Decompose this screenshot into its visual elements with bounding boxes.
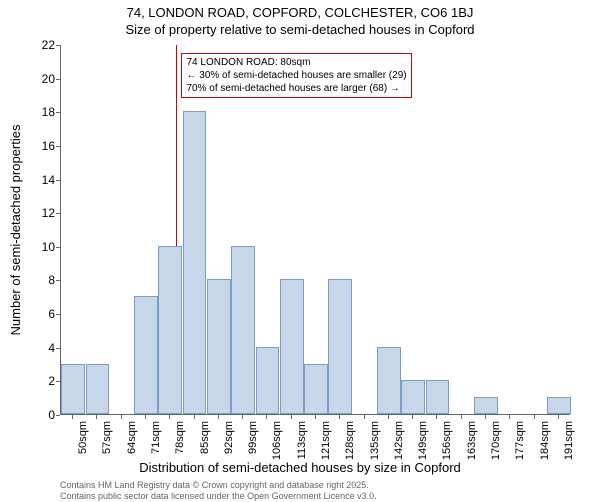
xtick-mark xyxy=(315,415,316,419)
xtick-mark xyxy=(96,415,97,419)
ytick-label: 0 xyxy=(30,408,55,422)
ytick-label: 16 xyxy=(30,139,55,153)
xtick-label: 142sqm xyxy=(393,421,405,460)
annotation-line-2: 70% of semi-detached houses are larger (… xyxy=(186,82,406,95)
ytick-mark xyxy=(56,79,60,80)
annotation-line-1: ← 30% of semi-detached houses are smalle… xyxy=(186,69,406,82)
xtick-label: 92sqm xyxy=(223,421,235,454)
ytick-mark xyxy=(56,280,60,281)
xtick-mark xyxy=(194,415,195,419)
xtick-mark xyxy=(412,415,413,419)
ytick-label: 8 xyxy=(30,273,55,287)
ytick-mark xyxy=(56,146,60,147)
xtick-mark xyxy=(72,415,73,419)
chart-title-main: 74, LONDON ROAD, COPFORD, COLCHESTER, CO… xyxy=(0,5,600,20)
xtick-label: 78sqm xyxy=(174,421,186,454)
xtick-label: 184sqm xyxy=(539,421,551,460)
xtick-label: 71sqm xyxy=(150,421,162,454)
histogram-bar xyxy=(328,279,352,414)
ytick-label: 18 xyxy=(30,105,55,119)
x-axis-label: Distribution of semi-detached houses by … xyxy=(0,460,600,475)
ytick-label: 22 xyxy=(30,38,55,52)
xtick-mark xyxy=(121,415,122,419)
histogram-bar xyxy=(158,246,182,414)
ytick-mark xyxy=(56,348,60,349)
xtick-label: 106sqm xyxy=(271,421,283,460)
xtick-label: 135sqm xyxy=(369,421,381,460)
xtick-label: 170sqm xyxy=(490,421,502,460)
histogram-bar xyxy=(426,380,450,414)
y-axis-label: Number of semi-detached properties xyxy=(8,125,23,336)
histogram-bar xyxy=(377,347,401,414)
xtick-label: 163sqm xyxy=(466,421,478,460)
ytick-label: 12 xyxy=(30,206,55,220)
xtick-mark xyxy=(534,415,535,419)
xtick-mark xyxy=(436,415,437,419)
ytick-mark xyxy=(56,247,60,248)
ytick-mark xyxy=(56,415,60,416)
xtick-mark xyxy=(145,415,146,419)
xtick-mark xyxy=(364,415,365,419)
ytick-label: 2 xyxy=(30,374,55,388)
xtick-label: 177sqm xyxy=(514,421,526,460)
xtick-mark xyxy=(169,415,170,419)
xtick-label: 50sqm xyxy=(77,421,89,454)
annotation-line-0: 74 LONDON ROAD: 80sqm xyxy=(186,56,406,69)
histogram-bar xyxy=(61,364,85,414)
xtick-mark xyxy=(558,415,559,419)
xtick-mark xyxy=(461,415,462,419)
histogram-bar xyxy=(256,347,280,414)
xtick-label: 156sqm xyxy=(441,421,453,460)
xtick-mark xyxy=(218,415,219,419)
histogram-bar xyxy=(134,296,158,414)
ytick-label: 10 xyxy=(30,240,55,254)
xtick-label: 128sqm xyxy=(344,421,356,460)
ytick-mark xyxy=(56,314,60,315)
xtick-mark xyxy=(339,415,340,419)
xtick-label: 149sqm xyxy=(417,421,429,460)
xtick-label: 85sqm xyxy=(199,421,211,454)
ytick-label: 4 xyxy=(30,341,55,355)
xtick-mark xyxy=(291,415,292,419)
ytick-mark xyxy=(56,213,60,214)
histogram-bar xyxy=(231,246,255,414)
xtick-label: 121sqm xyxy=(320,421,332,460)
ytick-mark xyxy=(56,381,60,382)
xtick-mark xyxy=(266,415,267,419)
histogram-bar xyxy=(547,397,571,414)
attribution-line-1: Contains HM Land Registry data © Crown c… xyxy=(60,480,377,491)
xtick-label: 57sqm xyxy=(101,421,113,454)
histogram-bar xyxy=(183,111,207,414)
xtick-label: 113sqm xyxy=(296,421,308,459)
chart-container: 74, LONDON ROAD, COPFORD, COLCHESTER, CO… xyxy=(0,0,600,500)
annotation-box: 74 LONDON ROAD: 80sqm ← 30% of semi-deta… xyxy=(181,53,411,98)
ytick-mark xyxy=(56,45,60,46)
ytick-label: 14 xyxy=(30,173,55,187)
xtick-label: 64sqm xyxy=(126,421,138,454)
ytick-label: 6 xyxy=(30,307,55,321)
attribution: Contains HM Land Registry data © Crown c… xyxy=(60,480,377,502)
xtick-mark xyxy=(388,415,389,419)
plot-area: 74 LONDON ROAD: 80sqm ← 30% of semi-deta… xyxy=(60,45,570,415)
xtick-label: 191sqm xyxy=(563,421,575,460)
ytick-label: 20 xyxy=(30,72,55,86)
chart-title-sub: Size of property relative to semi-detach… xyxy=(0,22,600,37)
ytick-mark xyxy=(56,112,60,113)
xtick-mark xyxy=(485,415,486,419)
histogram-bar xyxy=(280,279,304,414)
histogram-bar xyxy=(474,397,498,414)
xtick-label: 99sqm xyxy=(247,421,259,454)
xtick-mark xyxy=(509,415,510,419)
histogram-bar xyxy=(207,279,231,414)
histogram-bar xyxy=(304,364,328,414)
ytick-mark xyxy=(56,180,60,181)
histogram-bar xyxy=(86,364,110,414)
xtick-mark xyxy=(242,415,243,419)
histogram-bar xyxy=(401,380,425,414)
